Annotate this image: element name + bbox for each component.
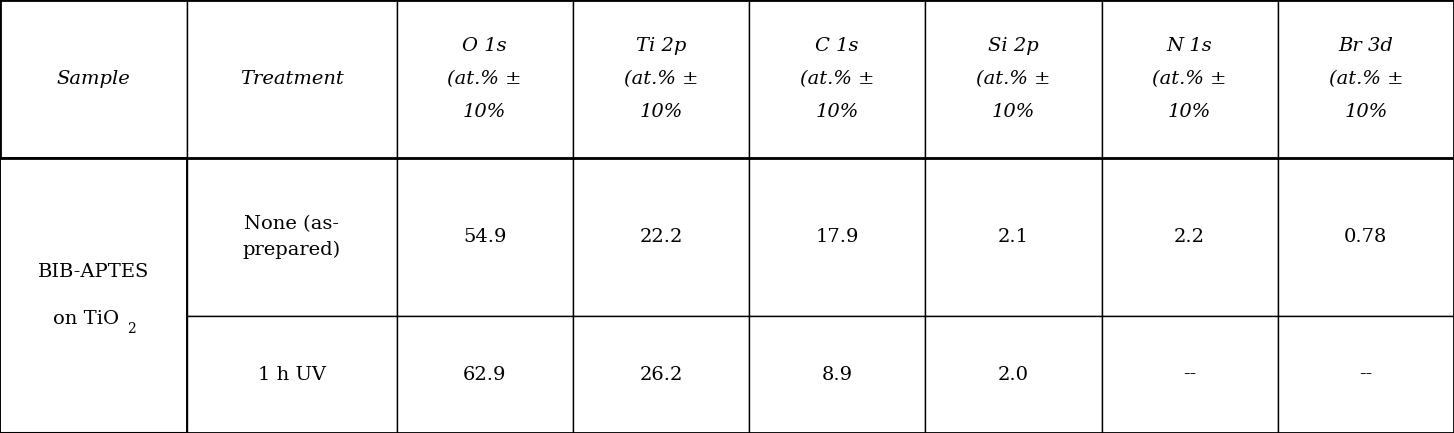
Bar: [397, 316, 573, 433]
Text: N 1s: N 1s: [1166, 37, 1213, 55]
Bar: [573, 316, 749, 433]
Text: --: --: [1184, 365, 1197, 384]
Text: None (as-
prepared): None (as- prepared): [243, 215, 342, 259]
Text: Treatment: Treatment: [240, 70, 343, 88]
Bar: [188, 158, 397, 316]
Bar: [749, 0, 925, 158]
Text: 10%: 10%: [640, 103, 682, 121]
Text: (at.% ±: (at.% ±: [448, 70, 522, 88]
Text: 26.2: 26.2: [640, 365, 682, 384]
Bar: [749, 316, 925, 433]
Bar: [0, 158, 188, 433]
Text: 17.9: 17.9: [816, 228, 859, 246]
Text: 2.2: 2.2: [1175, 228, 1205, 246]
Text: (at.% ±: (at.% ±: [976, 70, 1051, 88]
Text: 10%: 10%: [992, 103, 1035, 121]
Text: 1 h UV: 1 h UV: [257, 365, 326, 384]
Text: 10%: 10%: [816, 103, 859, 121]
Text: on TiO: on TiO: [54, 310, 119, 328]
Bar: [1102, 158, 1278, 316]
Text: 0.78: 0.78: [1343, 228, 1387, 246]
Bar: [925, 158, 1102, 316]
Text: Ti 2p: Ti 2p: [635, 37, 686, 55]
Bar: [925, 316, 1102, 433]
Text: BIB-APTES: BIB-APTES: [38, 263, 150, 281]
Text: 54.9: 54.9: [462, 228, 506, 246]
Text: C 1s: C 1s: [816, 37, 859, 55]
Text: 2: 2: [126, 322, 135, 336]
Text: (at.% ±: (at.% ±: [1153, 70, 1227, 88]
Text: --: --: [1359, 365, 1373, 384]
Text: 22.2: 22.2: [640, 228, 682, 246]
Bar: [397, 158, 573, 316]
Text: 2.1: 2.1: [997, 228, 1029, 246]
Bar: [1102, 0, 1278, 158]
Bar: [573, 0, 749, 158]
Bar: [188, 0, 397, 158]
Text: (at.% ±: (at.% ±: [1329, 70, 1403, 88]
Bar: [188, 316, 397, 433]
Text: Si 2p: Si 2p: [989, 37, 1038, 55]
Bar: [0, 158, 188, 316]
Text: O 1s: O 1s: [462, 37, 507, 55]
Bar: [1102, 316, 1278, 433]
Text: 8.9: 8.9: [822, 365, 852, 384]
Bar: [925, 0, 1102, 158]
Bar: [1278, 316, 1454, 433]
Text: 10%: 10%: [1168, 103, 1211, 121]
Text: Br 3d: Br 3d: [1339, 37, 1393, 55]
Text: (at.% ±: (at.% ±: [800, 70, 874, 88]
Text: 10%: 10%: [1345, 103, 1387, 121]
Bar: [0, 0, 188, 158]
Bar: [1278, 158, 1454, 316]
Bar: [0, 316, 188, 433]
Bar: [749, 158, 925, 316]
Text: (at.% ±: (at.% ±: [624, 70, 698, 88]
Text: Sample: Sample: [57, 70, 131, 88]
Text: 10%: 10%: [462, 103, 506, 121]
Text: 62.9: 62.9: [462, 365, 506, 384]
Text: 2.0: 2.0: [997, 365, 1029, 384]
Bar: [1278, 0, 1454, 158]
Bar: [573, 158, 749, 316]
Bar: [397, 0, 573, 158]
